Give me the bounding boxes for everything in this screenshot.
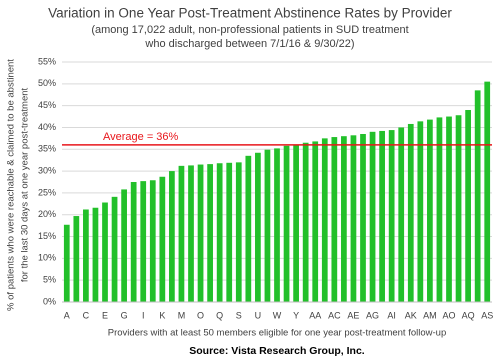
bar — [465, 110, 471, 302]
y-tick-label: 55% — [38, 56, 56, 66]
bar — [350, 135, 357, 302]
y-tick-label: 15% — [38, 231, 56, 241]
bar — [446, 116, 452, 302]
x-tick-label: K — [159, 310, 165, 320]
x-tick-label: M — [178, 310, 186, 320]
bar — [293, 144, 299, 302]
bar — [474, 90, 481, 302]
x-tick-label: W — [273, 310, 282, 320]
bar — [121, 189, 127, 302]
bar — [235, 162, 242, 302]
bar — [255, 152, 261, 302]
bar — [140, 181, 147, 302]
bar — [484, 81, 491, 303]
x-tick-label: AC — [328, 310, 341, 320]
y-tick-label: 20% — [38, 209, 56, 219]
x-tick-label: C — [83, 310, 90, 320]
x-tick-label: A — [64, 310, 70, 320]
bar — [216, 163, 223, 302]
bar — [388, 130, 395, 302]
bar — [63, 224, 70, 302]
bar — [245, 155, 252, 302]
x-axis-title: Providers with at least 50 members eligi… — [108, 328, 446, 339]
y-tick-label: 0% — [43, 296, 56, 306]
x-tick-label: AA — [309, 310, 321, 320]
bar — [341, 136, 347, 302]
x-tick-label: Y — [293, 310, 299, 320]
bar — [169, 171, 175, 302]
bar — [321, 138, 328, 302]
x-tick-label: AK — [405, 310, 417, 320]
bar — [111, 196, 118, 302]
x-tick-label: U — [255, 310, 262, 320]
y-axis-title: for the last 30 days at one year post-tr… — [20, 87, 31, 282]
bar — [427, 119, 433, 302]
x-tick-label: I — [142, 310, 145, 320]
x-tick-label: AO — [442, 310, 455, 320]
x-tick-label: AE — [347, 310, 359, 320]
bar — [398, 127, 405, 302]
y-tick-label: 40% — [38, 122, 56, 132]
x-tick-label: AS — [481, 310, 493, 320]
x-tick-label: O — [197, 310, 204, 320]
source: Source: Vista Research Group, Inc. — [189, 345, 365, 357]
bar — [455, 115, 462, 303]
bar — [274, 148, 280, 302]
x-tick-label: AM — [423, 310, 437, 320]
y-tick-label: 50% — [38, 78, 56, 88]
bar — [102, 202, 108, 302]
bar — [379, 130, 385, 302]
chart-subtitle: who discharged between 7/1/16 & 9/30/22) — [144, 38, 354, 50]
y-tick-label: 10% — [38, 253, 56, 263]
y-tick-label: 35% — [38, 144, 56, 154]
y-tick-label: 5% — [43, 275, 56, 285]
bar — [407, 123, 414, 302]
bar — [436, 117, 443, 302]
chart-subtitle: (among 17,022 adult, non-professional pa… — [91, 24, 408, 36]
bar — [188, 165, 194, 302]
bar — [283, 145, 290, 302]
bar — [302, 142, 309, 302]
bar — [369, 131, 376, 302]
x-tick-label: Q — [216, 310, 223, 320]
bar — [264, 149, 271, 302]
x-tick-label: AG — [366, 310, 379, 320]
bar — [178, 165, 185, 302]
chart-title: Variation in One Year Post-Treatment Abs… — [48, 6, 452, 21]
bar — [207, 164, 213, 302]
bar — [73, 216, 80, 302]
y-tick-label: 25% — [38, 187, 56, 197]
y-axis-title: % of patients who were reachable & claim… — [6, 59, 17, 311]
y-tick-label: 30% — [38, 165, 56, 175]
bar — [149, 180, 156, 302]
x-tick-label: AI — [387, 310, 396, 320]
x-tick-label: AQ — [462, 310, 475, 320]
bar — [417, 121, 424, 302]
bar — [83, 209, 89, 302]
average-label: Average = 36% — [103, 131, 179, 143]
bar — [130, 182, 137, 302]
x-tick-label: G — [121, 310, 128, 320]
bar — [226, 162, 233, 302]
bar — [360, 134, 366, 302]
bar — [159, 176, 166, 302]
bar — [92, 207, 99, 302]
x-tick-label: S — [236, 310, 242, 320]
bar — [331, 137, 338, 302]
y-tick-label: 45% — [38, 100, 56, 110]
bar — [312, 141, 319, 302]
x-tick-label: E — [102, 310, 108, 320]
bar — [197, 164, 204, 302]
